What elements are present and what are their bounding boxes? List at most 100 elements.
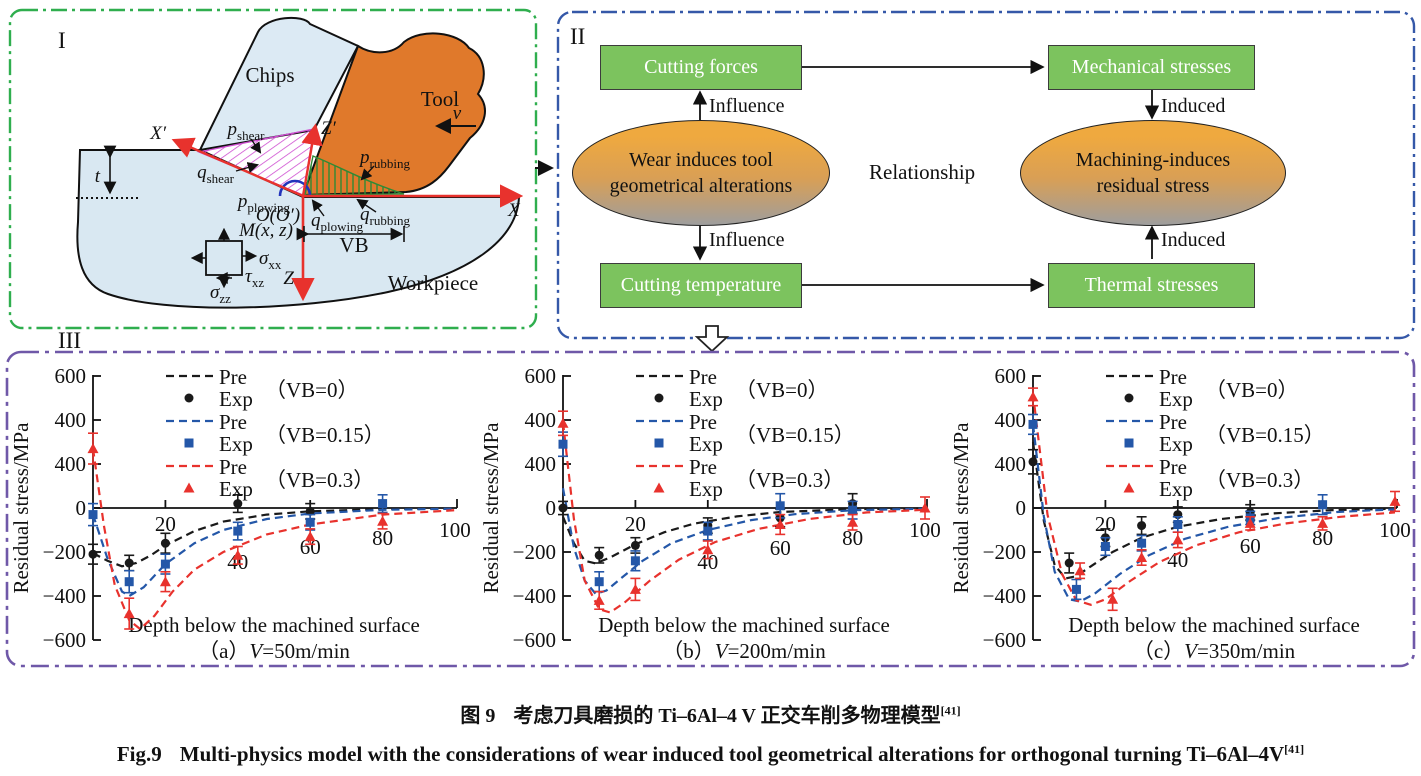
x-axis-title: Depth below the machined surface bbox=[598, 613, 890, 637]
p-shear-label: pshear bbox=[226, 119, 266, 143]
pre-curve-vb0 bbox=[561, 507, 926, 565]
x-tick-label: 40 bbox=[697, 550, 718, 574]
p-plowing-label: pplowing bbox=[236, 191, 291, 215]
q-rubbing-pointer bbox=[356, 198, 377, 213]
x-axis-label: X bbox=[507, 200, 521, 221]
chart-c-container: 600 400 400 0 −200 −400 −600 20 40 60 80 100 Residua… bbox=[948, 350, 1418, 668]
exp-marker-square bbox=[703, 526, 713, 536]
exp-marker-triangle bbox=[1244, 517, 1256, 528]
legend-cond-label: （VB=0） bbox=[735, 378, 829, 402]
x-axis-title: Depth below the machined surface bbox=[1068, 613, 1360, 637]
y-tick-label: −200 bbox=[513, 540, 556, 564]
exp-marker-circle bbox=[1028, 457, 1038, 467]
x-tick-label: 80 bbox=[1312, 526, 1333, 550]
exp-marker-circle bbox=[160, 538, 170, 548]
y-tick-label: −200 bbox=[43, 540, 86, 564]
y-tick-label: 600 bbox=[995, 364, 1027, 388]
pre-curve-vb0.15 bbox=[561, 488, 926, 596]
o-origin-label: O(O′) bbox=[256, 205, 300, 226]
exp-marker-square bbox=[124, 577, 134, 587]
q-shear-label: qshear bbox=[197, 162, 235, 186]
ellipse-wear-line1: Wear induces tool bbox=[629, 149, 773, 171]
exp-marker-square bbox=[775, 501, 785, 511]
y-tick-label: −600 bbox=[513, 628, 556, 652]
legend-exp-label: Exp bbox=[1159, 432, 1193, 456]
tool-label: Tool bbox=[421, 87, 459, 111]
exp-marker-square bbox=[160, 559, 170, 569]
exp-marker-circle bbox=[1064, 558, 1074, 568]
p-rubbing-label: prubbing bbox=[358, 147, 410, 171]
x-tick-label: 60 bbox=[1240, 534, 1261, 558]
influence-top-label: Influence bbox=[709, 95, 785, 117]
exp-marker-circle bbox=[594, 550, 604, 560]
y-axis-title: Residual stress/MPa bbox=[949, 422, 973, 594]
ellipse-wear-alterations: Wear induces tool geometrical alteration… bbox=[572, 120, 830, 226]
induced-top-label: Induced bbox=[1161, 95, 1226, 117]
y-tick-label: −200 bbox=[983, 540, 1026, 564]
tau-xz-label: τxz bbox=[245, 266, 264, 290]
exp-marker-triangle bbox=[847, 516, 859, 527]
exp-marker-square bbox=[654, 438, 664, 448]
exp-marker-triangle bbox=[557, 417, 569, 428]
exp-marker-square bbox=[1137, 538, 1147, 548]
chart-canvas-2: 600 400 400 0 −200 −400 −600 20 40 60 80 100 Residua… bbox=[949, 364, 1411, 663]
legend-pre-label: Pre bbox=[1159, 410, 1187, 434]
exp-marker-square bbox=[1071, 584, 1081, 594]
exp-marker-circle bbox=[305, 506, 315, 516]
pre-curve-vb0 bbox=[1031, 441, 1396, 580]
rubbing-zone-hatch bbox=[304, 155, 405, 196]
exp-marker-triangle bbox=[1317, 517, 1329, 528]
vb-label: VB bbox=[339, 233, 368, 257]
exp-marker-triangle bbox=[1136, 552, 1148, 562]
exp-marker-square bbox=[630, 556, 640, 566]
caption-zh-text: 考虑刀具磨损的 Ti–6Al–4 V 正交车削多物理模型 bbox=[513, 705, 941, 727]
legend-pre-label: Pre bbox=[1159, 365, 1187, 389]
exp-marker-triangle bbox=[774, 519, 786, 529]
legend-exp-label: Exp bbox=[219, 387, 253, 411]
caption-english: Fig.9 Multi-physics model with the consid… bbox=[0, 742, 1421, 767]
x-prime-label: X′ bbox=[149, 123, 167, 144]
t-label: t bbox=[95, 166, 101, 187]
exp-marker-triangle bbox=[1389, 495, 1401, 506]
z-prime-label: Z′ bbox=[321, 118, 337, 139]
box-thermal-stresses: Thermal stresses bbox=[1048, 263, 1255, 308]
velocity-label: v bbox=[453, 103, 462, 124]
ellipse-machining-residual-stress: Machining-induces residual stress bbox=[1020, 120, 1286, 226]
q-rubbing-label: qrubbing bbox=[360, 204, 410, 228]
caption-chinese: 图 9 考虑刀具磨损的 Ti–6Al–4 V 正交车削多物理模型[41] bbox=[0, 699, 1421, 728]
exp-marker-triangle bbox=[87, 443, 99, 454]
exp-marker-triangle bbox=[1172, 534, 1184, 545]
y-tick-label: −600 bbox=[43, 628, 86, 652]
legend-cond-label: （VB=0.3） bbox=[735, 468, 844, 492]
q-shear-pointer bbox=[235, 162, 260, 173]
chart-subtitle: （b）V=200m/min bbox=[662, 639, 826, 663]
exp-marker-square bbox=[184, 438, 194, 448]
legend-cond-label: （VB=0.3） bbox=[1205, 468, 1314, 492]
x-tick-label: 80 bbox=[842, 526, 863, 550]
y-axis-title: Residual stress/MPa bbox=[9, 422, 33, 594]
p-rubbing-pointer bbox=[360, 165, 375, 181]
y-tick-label: −400 bbox=[43, 584, 86, 608]
exp-marker-triangle bbox=[159, 576, 171, 587]
exp-marker-square bbox=[1173, 520, 1183, 529]
box-cutting-forces: Cutting forces bbox=[600, 45, 802, 90]
legend-exp-label: Exp bbox=[1159, 477, 1193, 501]
y-tick-label: 400 bbox=[995, 452, 1027, 476]
caption-zh-ref: [41] bbox=[940, 703, 961, 718]
legend-exp-label: Exp bbox=[1159, 387, 1193, 411]
z-prime-axis bbox=[301, 123, 323, 197]
panel-3-label: III bbox=[58, 328, 81, 353]
ellipse-wear-line2: geometrical alterations bbox=[609, 175, 793, 197]
ellipse-machining-line1: Machining-induces bbox=[1075, 149, 1231, 171]
legend-pre-label: Pre bbox=[689, 410, 717, 434]
exp-marker-circle bbox=[630, 540, 640, 550]
exp-marker-square bbox=[1318, 500, 1328, 510]
x-tick-label: 100 bbox=[439, 518, 471, 542]
q-plowing-pointer bbox=[311, 199, 325, 217]
